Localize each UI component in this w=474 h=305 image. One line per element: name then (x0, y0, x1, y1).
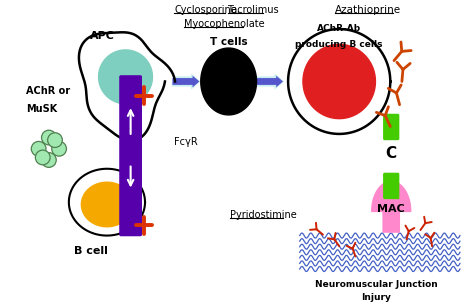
Polygon shape (303, 44, 375, 119)
Polygon shape (372, 181, 411, 211)
Text: C: C (386, 146, 397, 161)
Circle shape (52, 142, 66, 156)
Polygon shape (79, 32, 175, 141)
Circle shape (48, 133, 63, 147)
FancyArrowPatch shape (256, 75, 283, 88)
Text: AChR-Ab: AChR-Ab (317, 23, 361, 33)
FancyArrowPatch shape (173, 75, 200, 88)
FancyArrowPatch shape (173, 76, 200, 87)
Text: B cell: B cell (74, 246, 108, 256)
Text: Pyridostimine: Pyridostimine (230, 210, 297, 220)
Circle shape (42, 130, 56, 145)
Circle shape (36, 150, 50, 165)
Circle shape (42, 153, 56, 167)
Text: APC: APC (90, 31, 115, 41)
FancyBboxPatch shape (384, 173, 399, 199)
FancyArrowPatch shape (256, 76, 283, 87)
FancyBboxPatch shape (384, 114, 399, 139)
Text: producing B cells: producing B cells (295, 40, 383, 49)
Text: Azathioprine: Azathioprine (335, 5, 401, 15)
Text: Cyclosporine,: Cyclosporine, (174, 5, 240, 16)
Text: Myocophenolate: Myocophenolate (183, 20, 264, 29)
Text: T cells: T cells (210, 37, 247, 47)
FancyBboxPatch shape (120, 76, 141, 235)
Text: Tacrolimus: Tacrolimus (227, 5, 278, 16)
Polygon shape (82, 182, 132, 227)
FancyBboxPatch shape (383, 210, 400, 233)
Text: FcγR: FcγR (174, 137, 198, 147)
Polygon shape (291, 31, 388, 132)
Text: Injury: Injury (361, 293, 392, 302)
Text: MuSK: MuSK (26, 104, 57, 114)
Circle shape (31, 142, 46, 156)
Text: AChR or: AChR or (26, 86, 70, 96)
Text: MAC: MAC (377, 204, 405, 214)
Polygon shape (99, 50, 153, 104)
Text: Neuromuscular Junction: Neuromuscular Junction (315, 280, 438, 289)
Polygon shape (69, 169, 145, 235)
Polygon shape (201, 48, 256, 115)
